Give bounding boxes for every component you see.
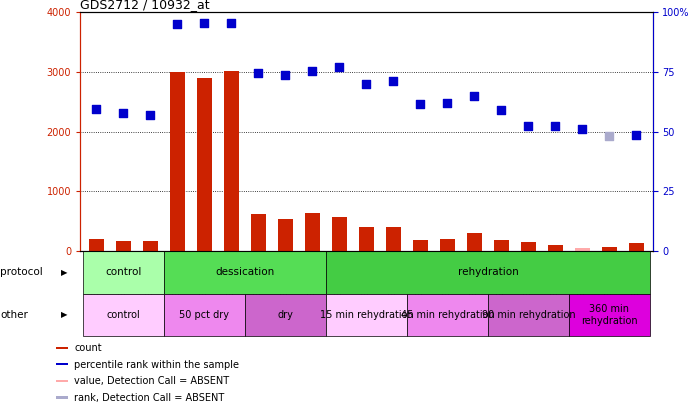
Bar: [56, 363, 68, 365]
Bar: [569, 294, 650, 336]
Point: [253, 70, 264, 76]
Bar: [83, 251, 164, 294]
Text: GDS2712 / 10932_at: GDS2712 / 10932_at: [80, 0, 210, 11]
Bar: [170, 72, 185, 251]
Text: 45 min rehydration: 45 min rehydration: [401, 310, 494, 320]
Bar: [305, 213, 320, 251]
Text: value, Detection Call = ABSENT: value, Detection Call = ABSENT: [74, 376, 230, 386]
Bar: [440, 239, 455, 251]
Bar: [407, 294, 488, 336]
Text: protocol: protocol: [0, 267, 43, 277]
Bar: [359, 227, 374, 251]
Bar: [602, 247, 617, 251]
Bar: [629, 243, 644, 251]
Point: [307, 68, 318, 75]
Bar: [164, 251, 326, 294]
Bar: [224, 71, 239, 251]
Bar: [278, 220, 293, 251]
Point: [523, 123, 534, 130]
Text: ▶: ▶: [61, 268, 68, 277]
Text: percentile rank within the sample: percentile rank within the sample: [74, 360, 239, 370]
Text: 15 min rehydration: 15 min rehydration: [320, 310, 413, 320]
Bar: [413, 240, 428, 251]
Point: [226, 20, 237, 26]
Point: [469, 93, 480, 99]
Point: [550, 122, 561, 129]
Bar: [575, 247, 590, 251]
Point: [415, 101, 426, 107]
Point: [172, 20, 183, 27]
Point: [280, 72, 291, 78]
Bar: [326, 294, 407, 336]
Bar: [332, 217, 347, 251]
Bar: [521, 242, 536, 251]
Point: [604, 132, 615, 139]
Text: ▶: ▶: [61, 310, 68, 320]
Bar: [56, 347, 68, 349]
Bar: [56, 380, 68, 382]
Point: [361, 81, 372, 87]
Point: [334, 64, 345, 70]
Point: [631, 132, 642, 139]
Bar: [197, 78, 212, 251]
Point: [442, 100, 453, 106]
Bar: [143, 241, 158, 251]
Text: 360 min
rehydration: 360 min rehydration: [581, 304, 638, 326]
Point: [145, 112, 156, 119]
Text: dry: dry: [278, 310, 293, 320]
Point: [199, 20, 210, 26]
Bar: [164, 294, 245, 336]
Text: 90 min rehydration: 90 min rehydration: [482, 310, 575, 320]
Bar: [386, 227, 401, 251]
Bar: [494, 240, 509, 251]
Point: [388, 78, 399, 85]
Bar: [245, 294, 326, 336]
Point: [91, 106, 102, 112]
Bar: [116, 241, 131, 251]
Text: other: other: [0, 310, 28, 320]
Text: count: count: [74, 343, 102, 353]
Text: 50 pct dry: 50 pct dry: [179, 310, 230, 320]
Text: rank, Detection Call = ABSENT: rank, Detection Call = ABSENT: [74, 393, 225, 403]
Point: [577, 126, 588, 132]
Point: [118, 110, 129, 116]
Point: [496, 107, 507, 113]
Bar: [56, 396, 68, 399]
Text: rehydration: rehydration: [458, 267, 519, 277]
Bar: [326, 251, 650, 294]
Bar: [251, 214, 266, 251]
Bar: [488, 294, 569, 336]
Text: control: control: [105, 267, 142, 277]
Bar: [89, 239, 104, 251]
Bar: [467, 233, 482, 251]
Bar: [548, 245, 563, 251]
Text: control: control: [107, 310, 140, 320]
Bar: [83, 294, 164, 336]
Text: dessication: dessication: [216, 267, 274, 277]
